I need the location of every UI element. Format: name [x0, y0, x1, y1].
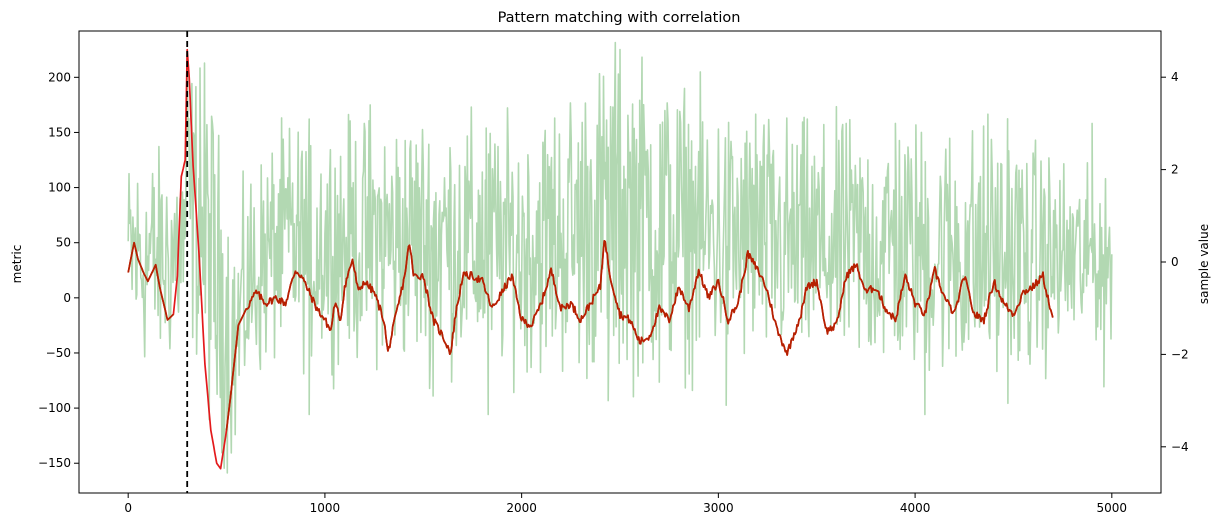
chart-title: Pattern matching with correlation: [498, 10, 741, 26]
metric-line-overlay-2: [225, 239, 1054, 431]
metric-series: [127, 48, 1054, 470]
x-tick-label: 4000: [900, 501, 931, 515]
sample-value-line: [127, 41, 1113, 474]
sample-value-series: [127, 41, 1113, 474]
y-right-tick-label: 4: [1171, 70, 1179, 84]
y-left-tick-label: −50: [46, 346, 71, 360]
y-left-tick-label: −150: [38, 456, 71, 470]
y-left-tick-label: 0: [63, 291, 71, 305]
y-left-tick-label: 100: [48, 181, 71, 195]
y-right-tick-label: 2: [1171, 163, 1179, 177]
y-left-tick-label: 200: [48, 70, 71, 84]
y-left-tick-label: 50: [56, 236, 71, 250]
x-tick-label: 5000: [1097, 501, 1128, 515]
y-right-tick-label: 0: [1171, 255, 1179, 269]
axis-ticks: 0 1000 2000 3000 4000 5000−150−100−5005010015…: [38, 70, 1189, 515]
x-tick-label: 2000: [506, 501, 537, 515]
y-left-tick-label: 150: [48, 125, 71, 139]
x-tick-label: 1000: [310, 501, 341, 515]
y-right-tick-label: −4: [1171, 440, 1189, 454]
y-right-tick-label: −2: [1171, 347, 1189, 361]
y-axis-right-label: sample value: [1197, 224, 1211, 304]
y-left-tick-label: −100: [38, 401, 71, 415]
x-tick-label: 0: [124, 501, 132, 515]
y-axis-left-label: metric: [10, 245, 24, 284]
metric-line-overlay-1: [127, 241, 174, 321]
x-tick-label: 3000: [703, 501, 734, 515]
